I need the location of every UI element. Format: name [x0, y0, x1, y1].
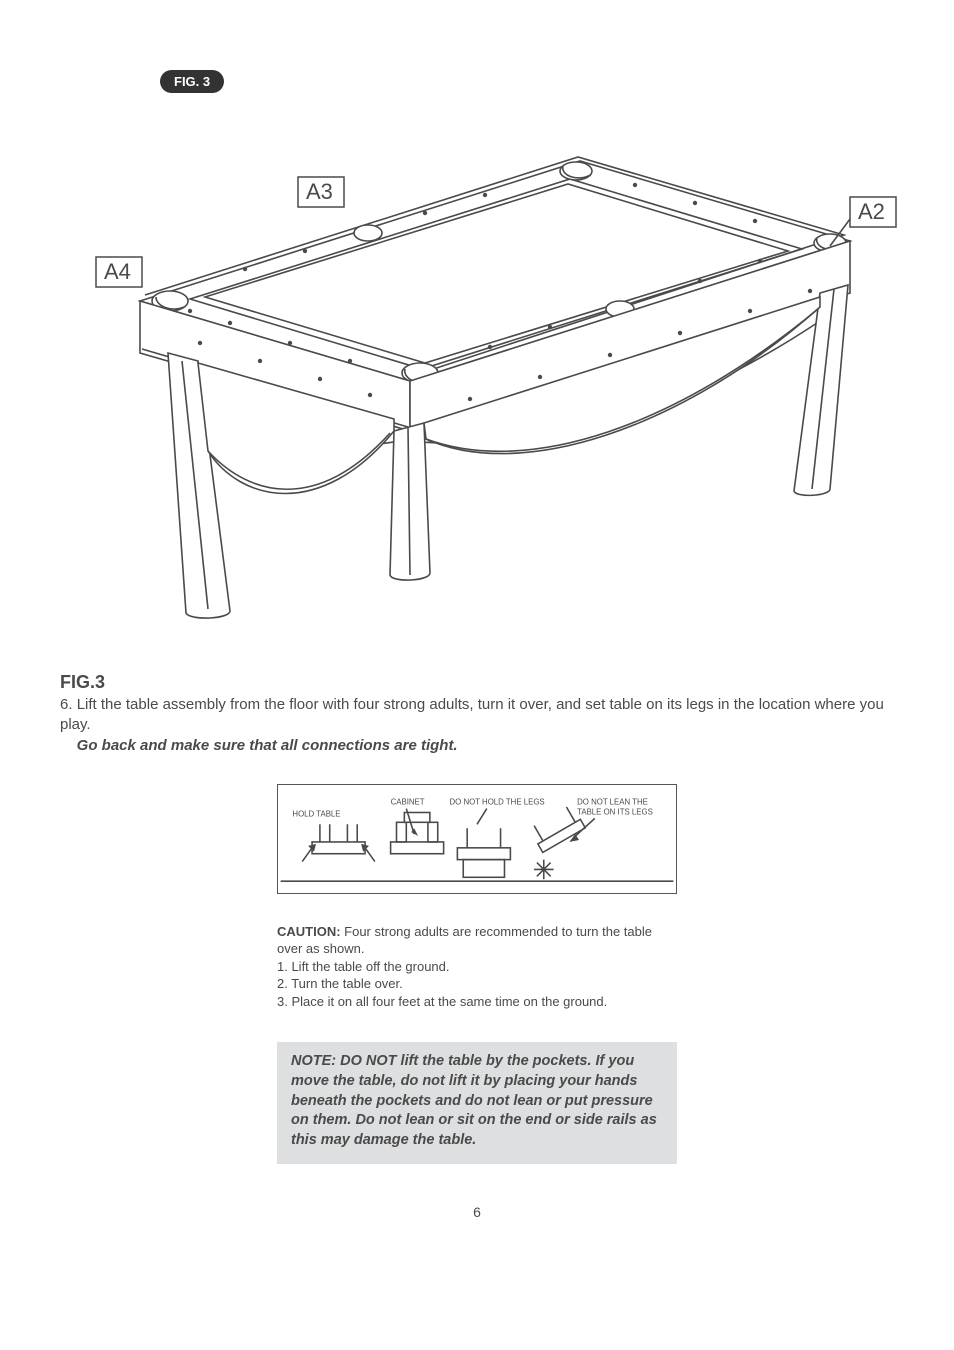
step-6-text: 6. Lift the table assembly from the floo…: [60, 695, 894, 756]
part-label-a3: A3: [306, 179, 333, 204]
step-6-goback: Go back and make sure that all connectio…: [77, 737, 458, 754]
pool-table-diagram: A3 A2 A4: [60, 101, 894, 666]
caution-step-3: 3. Place it on all four feet at the same…: [277, 994, 607, 1009]
label-do-not-hold-legs: DO NOT HOLD THE LEGS: [450, 797, 545, 806]
caution-step-1: 1. Lift the table off the ground.: [277, 959, 450, 974]
step-6-number: 6.: [60, 696, 77, 713]
step-6-body: Lift the table assembly from the floor w…: [60, 696, 884, 733]
caution-block: CAUTION: Four strong adults are recommen…: [277, 923, 677, 1011]
page-number: 6: [60, 1204, 894, 1220]
label-do-not-lean-1: DO NOT LEAN THE: [577, 797, 648, 806]
caution-label: CAUTION:: [277, 924, 341, 939]
caution-step-2: 2. Turn the table over.: [277, 976, 403, 991]
label-hold-table: HOLD TABLE: [292, 809, 340, 818]
turn-over-diagram: HOLD TABLE CABINET DO NOT HOLD THE LEGS …: [277, 784, 677, 899]
figure-badge: FIG. 3: [160, 70, 224, 93]
label-cabinet: CABINET: [391, 797, 425, 806]
label-do-not-lean-2: TABLE ON ITS LEGS: [577, 807, 653, 816]
fig3-heading: FIG.3: [60, 672, 894, 693]
part-label-a4: A4: [104, 259, 131, 284]
part-label-a2: A2: [858, 199, 885, 224]
note-box: NOTE: DO NOT lift the table by the pocke…: [277, 1042, 677, 1164]
